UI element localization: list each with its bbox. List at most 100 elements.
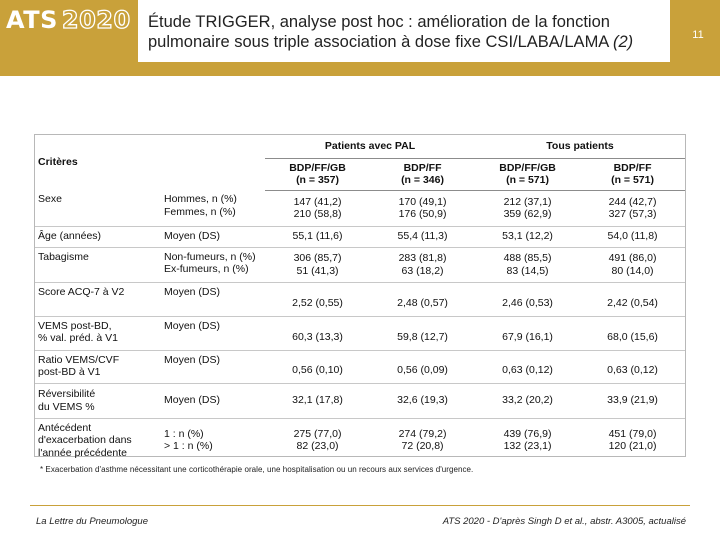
value: 0,63 (0,12) [607,364,658,377]
criterion-cell: Ratio VEMS/CVF post-BD à V1 [35,350,161,384]
table-row: Âge (années) Moyen (DS) 55,1 (11,6) 55,4… [35,226,686,248]
column-n: (n = 571) [611,174,654,186]
criterion-label: % val. préd. à V1 [38,332,118,344]
value: 83 (14,5) [506,264,549,277]
column-header: BDP/FF (n = 346) [370,158,476,191]
measure-cell: 1 : n (%) > 1 : n (%) [161,418,265,462]
column-n: (n = 346) [401,174,444,186]
measure-label: Hommes, n (%) [164,193,237,205]
value-cell: 2,46 (0,53) [475,282,581,317]
value: 0,63 (0,12) [502,364,553,377]
value: 33,2 (20,2) [502,394,553,407]
value-cell: 59,8 (12,7) [370,316,476,351]
value-cell: 147 (41,2) 210 (58,8) [265,190,371,227]
value: 451 (79,0) [608,427,657,440]
value-cell: 54,0 (11,8) [580,226,686,248]
measure-cell: Moyen (DS) [161,226,266,248]
value-cell: 53,1 (12,2) [475,226,581,248]
value-cell: 451 (79,0) 120 (21,0) [580,418,685,462]
value: 170 (49,1) [398,195,447,208]
value: 176 (50,9) [398,208,447,220]
value-cell: 212 (37,1) 359 (62,9) [475,190,581,227]
value-cell: 283 (81,8) 63 (18,2) [370,247,476,283]
table-frame [34,134,686,457]
value: 63 (18,2) [401,264,444,277]
criterion-label: du VEMS % [38,400,95,413]
group-header-all: Tous patients [475,135,686,159]
column-header: BDP/FF/GB (n = 357) [265,158,371,191]
measure-cell: Moyen (DS) [161,316,266,351]
value-cell: 33,9 (21,9) [580,383,686,419]
criterion-cell: Âge (années) [35,226,161,248]
column-name: BDP/FF [613,161,652,174]
value: 274 (79,2) [398,427,447,440]
value: 55,4 (11,3) [397,230,448,243]
value: 67,9 (16,1) [502,330,553,343]
value: 327 (57,3) [608,208,657,220]
value: 60,3 (13,3) [292,330,343,343]
value: 306 (85,7) [293,252,342,264]
measure-label: Moyen (DS) [164,394,221,407]
value-cell: 306 (85,7) 51 (41,3) [265,247,371,283]
measure-label: Moyen (DS) [164,319,221,332]
value: 82 (23,0) [296,440,339,453]
footer-divider [30,505,690,506]
value-cell: 274 (79,2) 72 (20,8) [370,418,475,462]
value-cell: 60,3 (13,3) [265,316,371,351]
characteristics-table: Critères Patients avec PAL Tous patients… [35,135,686,462]
value-cell: 33,2 (20,2) [475,383,581,419]
value-cell: 439 (76,9) 132 (23,1) [475,418,580,462]
value: 147 (41,2) [293,195,342,208]
value: 212 (37,1) [503,195,552,208]
value-cell: 55,4 (11,3) [370,226,476,248]
value-cell: 2,52 (0,55) [265,282,371,317]
title-line-2-text: pulmonaire sous triple association à dos… [148,33,609,51]
logo-ats-text: ATS [6,6,58,34]
measure-cell: Moyen (DS) [161,282,266,317]
footer-source: ATS 2020 - D'après Singh D et al., abstr… [442,516,686,527]
value-cell: 55,1 (11,6) [265,226,371,248]
value-cell: 32,1 (17,8) [265,383,371,419]
criteria-header: Critères [38,156,78,169]
value: 33,9 (21,9) [607,394,658,407]
criterion-label: Score ACQ-7 à V2 [38,285,125,298]
measure-cell: Moyen (DS) [161,350,266,384]
column-n: (n = 571) [506,174,549,186]
value-cell: 67,9 (16,1) [475,316,581,351]
value: 53,1 (12,2) [502,230,553,243]
table-row: Réversibilité du VEMS % Moyen (DS) 32,1 (… [35,383,686,419]
column-name: BDP/FF [403,161,442,174]
value: 120 (21,0) [608,440,657,453]
title-line-2: pulmonaire sous triple association à dos… [148,32,670,52]
value-cell: 0,56 (0,09) [370,350,476,384]
column-name: BDP/FF/GB [289,161,346,174]
column-n: (n = 357) [296,174,339,186]
title-suffix: (2) [613,33,634,51]
value-cell: 0,56 (0,10) [265,350,371,384]
measure-label: Ex-fumeurs, n (%) [164,263,249,275]
value: 72 (20,8) [401,440,444,453]
criterion-label: Âge (années) [38,230,102,243]
footnote: * Exacerbation d'asthme nécessitant une … [40,465,474,474]
value: 51 (41,3) [296,264,339,277]
measure-label: Moyen (DS) [164,353,221,366]
value: 0,56 (0,09) [397,364,448,377]
slide-title: Étude TRIGGER, analyse post hoc : amélio… [138,0,670,62]
value: 59,8 (12,7) [397,330,448,343]
measure-label: Moyen (DS) [164,230,221,243]
value: 32,6 (19,3) [397,394,448,407]
criterion-label: Sexe [38,193,62,205]
table-row: Sexe Hommes, n (%) Femmes, n (%) 147 (41,… [35,190,686,227]
criterion-label: Antécédent [38,421,92,434]
measure-label: Non-fumeurs, n (%) [164,250,256,263]
criterion-cell: Score ACQ-7 à V2 [35,282,161,317]
logo-year-text: 2020 [61,5,131,34]
measure-label: Femmes, n (%) [164,205,236,218]
group-header-pal: Patients avec PAL [265,135,476,159]
value: 55,1 (11,6) [292,230,343,243]
criterion-label: Ratio VEMS/CVF [38,353,120,366]
column-header: BDP/FF/GB (n = 571) [475,158,581,191]
criterion-label: Réversibilité [38,388,96,400]
value: 244 (42,7) [608,195,657,208]
value-cell: 491 (86,0) 80 (14,0) [580,247,686,283]
